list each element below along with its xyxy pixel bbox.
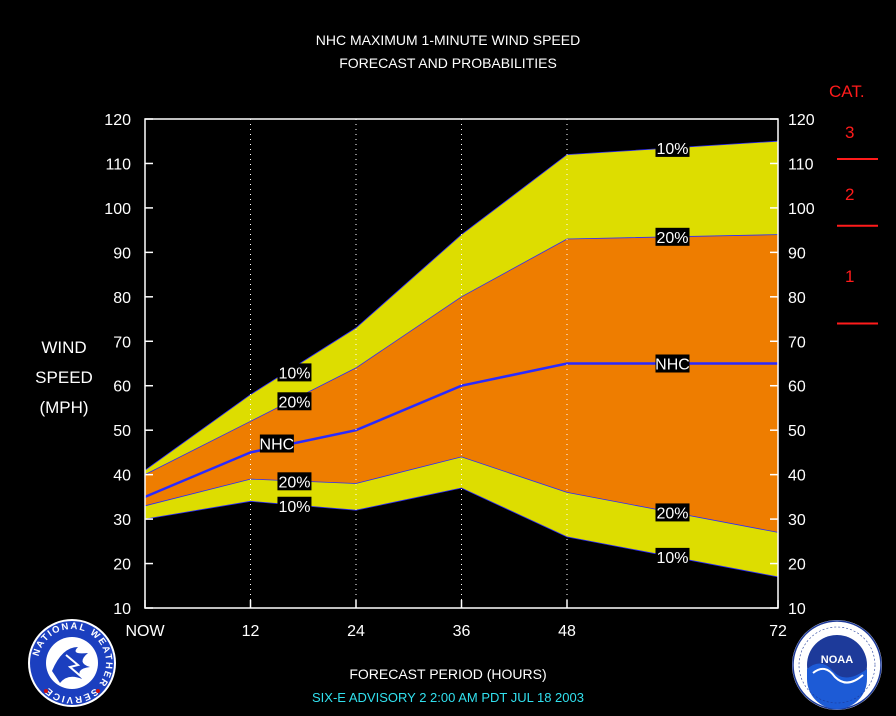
y-tick-label-right: 30 xyxy=(788,512,806,529)
series-label: 20% xyxy=(656,230,688,247)
label-box-4 xyxy=(277,496,312,515)
label-box-9 xyxy=(655,547,690,566)
x-tick-label: 36 xyxy=(453,623,471,640)
chart-title-line1: NHC MAXIMUM 1-MINUTE WIND SPEED xyxy=(315,32,581,48)
label-box-8 xyxy=(655,503,690,522)
y-tick-label-left: 50 xyxy=(113,423,131,440)
x-tick-label: 12 xyxy=(242,623,260,640)
y-tick-label-left: 30 xyxy=(113,512,131,529)
series-label: 10% xyxy=(278,365,310,382)
series-label: 20% xyxy=(278,474,310,491)
series-label: NHC xyxy=(655,357,690,374)
label-box-2 xyxy=(259,434,294,453)
series-line-0 xyxy=(144,140,779,471)
y-tick-label-left: 90 xyxy=(113,245,131,262)
series-label: 10% xyxy=(656,141,688,158)
y-tick-label-left: 120 xyxy=(104,112,131,129)
chart-title-line2: FORECAST AND PROBABILITIES xyxy=(339,55,557,71)
y-tick-label-left: 80 xyxy=(113,290,131,307)
category-label-1: 1 xyxy=(845,267,855,286)
x-axis-title: FORECAST PERIOD (HOURS) xyxy=(349,666,547,682)
y-tick-label-left: 10 xyxy=(113,601,131,618)
category-label-3: 3 xyxy=(845,123,855,142)
y-tick-label-left: 20 xyxy=(113,557,131,574)
x-tick-label: NOW xyxy=(125,623,165,640)
category-header: CAT. xyxy=(829,82,865,101)
y-tick-label-right: 80 xyxy=(788,290,806,307)
y-tick-label-right: 70 xyxy=(788,334,806,351)
category-label-2: 2 xyxy=(845,185,855,204)
noaa-logo: NOAA xyxy=(792,620,882,710)
y-axis-label-units: (MPH) xyxy=(39,398,89,417)
y-tick-label-left: 110 xyxy=(105,156,131,173)
y-tick-label-right: 20 xyxy=(788,557,806,574)
y-tick-label-right: 50 xyxy=(788,423,806,440)
y-tick-label-right: 120 xyxy=(788,112,815,129)
y-tick-label-left: 60 xyxy=(113,379,131,396)
y-tick-label-right: 100 xyxy=(788,201,815,218)
noaa-logo-text: NOAA xyxy=(821,654,853,666)
series-label: 10% xyxy=(278,499,310,516)
y-axis-label-speed: SPEED xyxy=(35,368,93,387)
nws-logo: NATIONAL WEATHER SERVICE xyxy=(28,619,116,707)
band-inner-20pct xyxy=(145,234,778,533)
series-label: 10% xyxy=(656,550,688,567)
y-tick-label-right: 40 xyxy=(788,468,806,485)
series-line-4 xyxy=(144,487,779,578)
label-box-1 xyxy=(277,392,312,411)
x-tick-label: 24 xyxy=(347,623,365,640)
series-label: 20% xyxy=(278,394,310,411)
x-tick-label: 48 xyxy=(558,623,576,640)
y-tick-label-right: 10 xyxy=(788,601,806,618)
y-tick-label-left: 40 xyxy=(113,468,131,485)
y-tick-label-left: 100 xyxy=(104,201,131,218)
label-box-5 xyxy=(655,138,690,157)
series-label: NHC xyxy=(260,437,295,454)
label-box-6 xyxy=(655,227,690,246)
y-tick-label-right: 110 xyxy=(788,156,814,173)
x-tick-label: 72 xyxy=(769,623,787,640)
label-box-0 xyxy=(277,363,312,382)
y-tick-label-right: 90 xyxy=(788,245,806,262)
y-tick-label-right: 60 xyxy=(788,379,806,396)
series-line-2 xyxy=(144,362,778,499)
label-box-7 xyxy=(655,354,690,373)
y-axis-label-wind: WIND xyxy=(41,338,87,357)
series-line-3 xyxy=(144,456,779,533)
y-tick-label-left: 70 xyxy=(113,334,131,351)
advisory-footer: SIX-E ADVISORY 2 2:00 AM PDT JUL 18 2003 xyxy=(312,690,584,705)
label-box-3 xyxy=(277,472,312,491)
series-line-1 xyxy=(144,234,779,475)
series-label: 20% xyxy=(656,505,688,522)
